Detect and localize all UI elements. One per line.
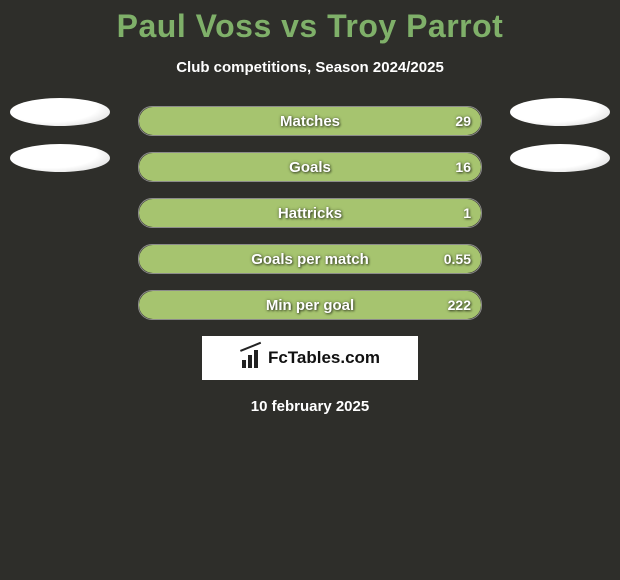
- avatar-right-2: [510, 144, 610, 172]
- stat-value: 0.55: [444, 245, 471, 273]
- bars-container: Matches29 Goals16 Hattricks1 Goals per matc…: [138, 106, 482, 320]
- player-right-avatars: [500, 98, 620, 190]
- stat-row: Hattricks1: [138, 198, 482, 228]
- avatar-left-1: [10, 98, 110, 126]
- stat-row: Min per goal222: [138, 290, 482, 320]
- stat-value: 1: [463, 199, 471, 227]
- stat-row: Goals16: [138, 152, 482, 182]
- avatar-left-2: [10, 144, 110, 172]
- stat-label: Min per goal: [139, 291, 481, 319]
- stat-value: 16: [455, 153, 471, 181]
- subtitle: Club competitions, Season 2024/2025: [0, 59, 620, 76]
- comparison-chart: Matches29 Goals16 Hattricks1 Goals per matc…: [0, 106, 620, 415]
- branding-text: FcTables.com: [268, 348, 380, 368]
- stat-value: 29: [455, 107, 471, 135]
- player-left-avatars: [0, 98, 120, 190]
- stat-label: Goals per match: [139, 245, 481, 273]
- date-label: 10 february 2025: [0, 398, 620, 415]
- stat-label: Hattricks: [139, 199, 481, 227]
- branding-badge: FcTables.com: [202, 336, 418, 380]
- stat-row: Goals per match0.55: [138, 244, 482, 274]
- stat-value: 222: [448, 291, 471, 319]
- chart-icon: [240, 348, 262, 368]
- stat-label: Goals: [139, 153, 481, 181]
- stat-label: Matches: [139, 107, 481, 135]
- avatar-right-1: [510, 98, 610, 126]
- page-title: Paul Voss vs Troy Parrot: [0, 0, 620, 45]
- stat-row: Matches29: [138, 106, 482, 136]
